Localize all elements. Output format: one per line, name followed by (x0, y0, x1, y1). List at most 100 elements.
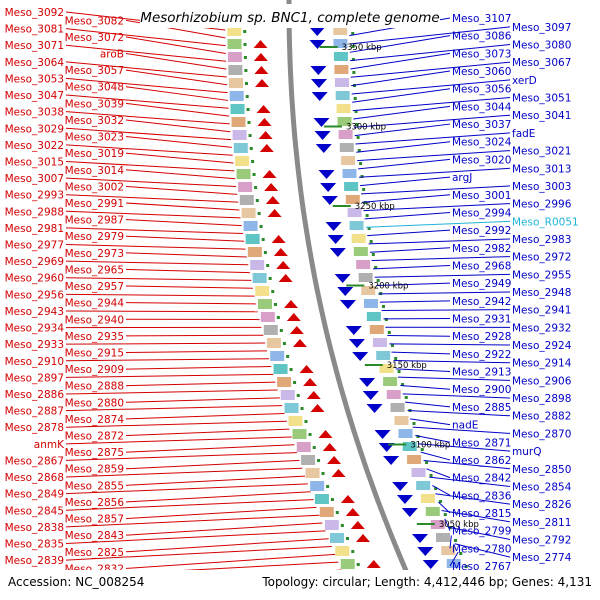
track-marker (268, 277, 272, 280)
feature-block (235, 156, 250, 166)
track-marker (352, 71, 356, 74)
gene-label-left: Meso_3038 (5, 107, 64, 119)
genome-summary-text: Topology: circular; Length: 4,412,446 bp… (261, 575, 592, 589)
gene-label-right: Meso_2994 (452, 207, 512, 219)
leader-line (65, 310, 258, 313)
gene-label-right: nadE (452, 420, 478, 432)
leader-line (125, 69, 228, 86)
feature-block (292, 429, 307, 439)
feature-block (366, 312, 381, 321)
gene-label-left: aroB (100, 49, 124, 61)
leader-line (349, 35, 451, 53)
gene-label-right: Meso_3037 (452, 119, 511, 131)
forward-strand-gene (396, 495, 413, 504)
gene-label-left: Meso_2856 (65, 497, 125, 509)
leader-line (125, 428, 290, 437)
reverse-strand-gene (258, 131, 273, 139)
gene-label-right: Meso_2854 (512, 481, 572, 493)
feature-block (280, 390, 295, 400)
track-marker (367, 227, 371, 230)
gene-label-right: Meso_2932 (512, 322, 571, 334)
leader-line (65, 127, 232, 141)
leader-line (423, 459, 511, 470)
leader-line (65, 144, 233, 156)
gene-label-left: Meso_2973 (65, 248, 124, 260)
gene-label-left: Meso_2935 (65, 331, 124, 343)
track-marker (353, 97, 357, 100)
gene-label-left: Meso_2839 (5, 555, 64, 567)
leader-line (65, 546, 332, 561)
feature-block (349, 221, 364, 230)
forward-strand-gene (411, 534, 428, 543)
feature-block (402, 442, 417, 451)
feature-block (342, 169, 357, 178)
feature-block (263, 325, 278, 335)
reverse-strand-gene (283, 300, 298, 308)
feature-block (353, 247, 368, 256)
leader-line (125, 522, 323, 536)
gene-label-left: Meso_2965 (65, 264, 124, 276)
gene-label-left: Meso_2993 (5, 190, 64, 202)
reverse-strand-gene (345, 508, 360, 516)
reverse-strand-gene (322, 443, 337, 451)
gene-label-left: Meso_2886 (5, 389, 65, 401)
reverse-strand-gene (253, 53, 268, 61)
track-marker (251, 160, 255, 163)
track-marker (259, 225, 263, 228)
leader-line (363, 203, 511, 212)
leader-line (65, 227, 243, 234)
leader-line (447, 526, 511, 540)
map-title: Mesorhizobium sp. BNC1, complete genome (140, 10, 439, 26)
track-marker (453, 539, 457, 542)
forward-strand-gene (417, 547, 434, 556)
track-marker (359, 162, 363, 165)
leader-line (391, 351, 451, 355)
feature-block (338, 130, 353, 139)
feature-block (247, 247, 262, 257)
track-marker (279, 329, 283, 332)
feature-block (227, 39, 242, 49)
feature-block (345, 195, 360, 204)
reverse-strand-gene (303, 378, 318, 386)
feature-block (324, 520, 339, 530)
leader-line (362, 194, 451, 203)
gene-label-left: Meso_3002 (65, 181, 124, 193)
track-marker (360, 175, 364, 178)
forward-strand-gene (315, 144, 332, 153)
reverse-strand-gene (350, 521, 365, 529)
gene-label-right: Meso_3044 (452, 101, 512, 113)
reverse-strand-gene (276, 261, 291, 269)
feature-block (333, 39, 348, 48)
gene-label-right: murQ (512, 446, 541, 458)
forward-strand-gene (392, 482, 409, 491)
gene-label-left: Meso_3053 (5, 73, 64, 85)
feature-block (347, 208, 362, 217)
gene-label-left: Meso_2933 (5, 339, 64, 351)
leader-line (125, 491, 311, 503)
gene-label-left: Meso_3071 (5, 40, 64, 52)
leader-line (125, 350, 268, 353)
feature-block (233, 143, 248, 153)
leader-line (405, 401, 451, 408)
track-marker (246, 108, 250, 111)
feature-block (228, 78, 243, 88)
leader-line (125, 219, 242, 227)
track-marker (376, 279, 380, 282)
gene-tracks (227, 26, 468, 569)
forward-strand-gene (345, 326, 362, 335)
gene-label-right: Meso_2885 (452, 402, 511, 414)
leader-line (65, 530, 326, 544)
track-marker (308, 433, 312, 436)
gene-label-left: Meso_2875 (65, 447, 124, 459)
track-marker (289, 368, 293, 371)
track-marker (362, 188, 366, 191)
leader-line (400, 385, 451, 390)
kbp-tick-label: 3250 kbp (355, 202, 395, 212)
gene-label-right: Meso_2862 (452, 455, 511, 467)
gene-label-right: xerD (512, 75, 537, 87)
reverse-strand-gene (256, 105, 271, 113)
gene-label-right: Meso_3020 (452, 154, 511, 166)
feature-block (238, 182, 253, 192)
track-marker (397, 370, 401, 373)
gene-label-left: Meso_3047 (5, 90, 64, 102)
